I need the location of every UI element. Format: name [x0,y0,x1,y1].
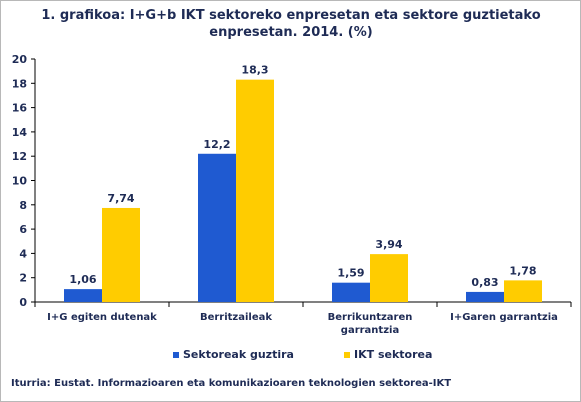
legend-swatch-series-2 [344,351,350,358]
legend: Sektoreak guztira IKT sektorea [1,348,580,364]
bar-series-1 [332,282,370,302]
x-tick-label: Berrikuntzaren [328,312,413,323]
bar-series-1 [466,291,504,302]
data-label: 3,94 [375,238,402,251]
legend-label-series-2: IKT sektorea [354,348,433,361]
data-label: 7,74 [107,192,134,205]
legend-item-series-1: Sektoreak guztira [173,348,294,361]
x-tick-label: Berritzaileak [200,312,272,323]
y-tick-label: 16 [12,102,28,115]
y-tick-label: 18 [12,77,27,90]
y-tick-label: 12 [12,150,27,163]
y-tick-label: 8 [19,199,27,212]
y-tick-label: 10 [12,175,28,188]
bar-series-1 [64,289,102,302]
bar-series-2 [102,207,140,302]
y-tick-label: 14 [12,126,28,139]
source-note: Iturria: Eustat. Informazioaren eta komu… [11,378,452,389]
chart-title-line-1: 1. grafikoa: I+G+b IKT sektoreko enprese… [41,8,541,23]
bar-series-2 [236,79,274,302]
x-tick-label: I+G egiten dutenak [47,312,157,323]
bar-chart: 0 2 4 6 8 10 12 14 16 18 20 1,06 7,74 I+G egiten dute… [12,53,572,336]
y-tick-label: 4 [19,247,27,260]
chart-title: 1. grafikoa: I+G+b IKT sektoreko enprese… [31,7,551,41]
y-tick-label: 2 [19,272,27,285]
data-label: 18,3 [241,64,268,77]
legend-swatch-series-1 [173,351,179,358]
legend-label-series-1: Sektoreak guztira [183,348,294,361]
y-tick-label: 0 [19,296,27,309]
data-label: 12,2 [203,138,230,151]
data-label: 1,06 [69,273,96,286]
x-tick-label: I+Garen garrantzia [450,312,558,323]
data-label: 1,59 [337,267,364,280]
bar-series-2 [370,254,408,302]
legend-item-series-2: IKT sektorea [344,348,432,361]
bar-series-1 [198,153,236,302]
data-label: 0,83 [471,276,498,289]
x-tick-label: garrantzia [341,325,399,336]
bar-series-2 [504,280,542,302]
y-tick-label: 6 [19,223,27,236]
y-tick-label: 20 [12,53,28,66]
data-label: 1,78 [509,264,536,277]
chart-title-line-2: enpresetan. 2014. (%) [209,25,373,40]
